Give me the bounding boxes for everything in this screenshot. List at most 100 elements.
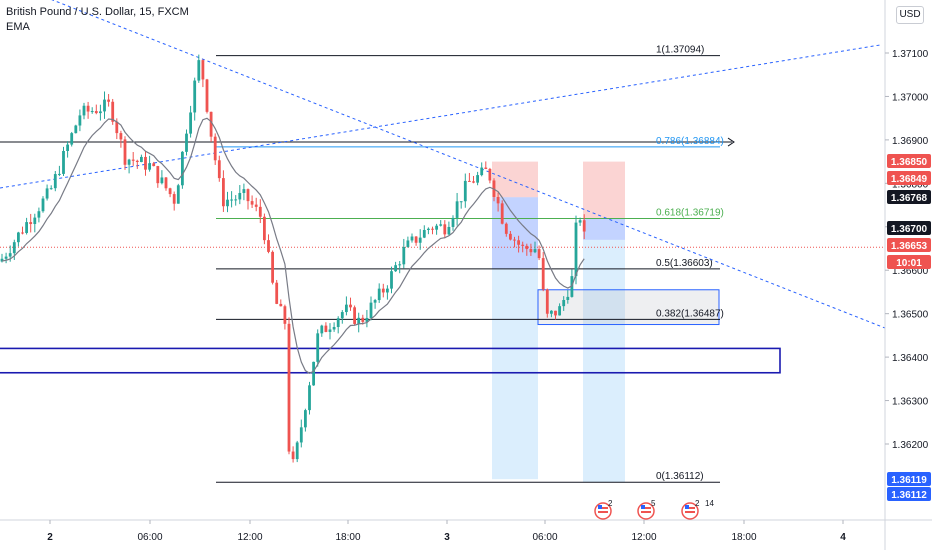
candle-body[interactable] xyxy=(381,288,385,293)
candle-body[interactable] xyxy=(373,300,377,303)
candle-body[interactable] xyxy=(185,133,188,152)
entry-zone[interactable] xyxy=(583,218,625,240)
us-flag-icon[interactable] xyxy=(594,502,612,520)
candle-body[interactable] xyxy=(62,150,65,174)
candle-body[interactable] xyxy=(287,323,291,452)
candle-body[interactable] xyxy=(488,168,492,181)
candle-body[interactable] xyxy=(369,302,373,318)
candle-body[interactable] xyxy=(427,228,430,230)
candle-body[interactable] xyxy=(353,307,356,324)
candle-body[interactable] xyxy=(451,217,455,227)
candle-body[interactable] xyxy=(308,385,311,411)
candle-body[interactable] xyxy=(566,296,570,300)
candle-body[interactable] xyxy=(29,222,33,225)
candle-body[interactable] xyxy=(25,222,28,233)
candle-body[interactable] xyxy=(242,189,246,193)
candle-body[interactable] xyxy=(131,159,135,161)
entry-zone[interactable] xyxy=(492,197,538,269)
candle-body[interactable] xyxy=(70,133,74,145)
candle-body[interactable] xyxy=(295,442,299,460)
candle-body[interactable] xyxy=(164,177,168,189)
candle-body[interactable] xyxy=(168,188,172,195)
candle-body[interactable] xyxy=(258,206,262,217)
candle-body[interactable] xyxy=(304,410,307,428)
candle-body[interactable] xyxy=(205,79,209,112)
candle-body[interactable] xyxy=(496,196,500,204)
candle-body[interactable] xyxy=(574,222,578,277)
candle-body[interactable] xyxy=(263,216,266,241)
candle-body[interactable] xyxy=(529,249,533,253)
ema-line[interactable] xyxy=(1,117,585,375)
trend-line-falling[interactable] xyxy=(40,0,886,329)
candle-body[interactable] xyxy=(140,156,143,163)
candle-body[interactable] xyxy=(299,427,303,443)
candle-body[interactable] xyxy=(390,271,393,289)
candle-body[interactable] xyxy=(332,327,336,330)
candle-body[interactable] xyxy=(119,133,123,140)
candle-body[interactable] xyxy=(144,156,147,170)
candle-body[interactable] xyxy=(541,258,545,290)
candle-body[interactable] xyxy=(222,178,225,207)
candle-body[interactable] xyxy=(33,217,37,225)
candle-body[interactable] xyxy=(230,199,233,201)
candle-body[interactable] xyxy=(554,310,557,316)
candle-body[interactable] xyxy=(394,265,397,272)
candle-body[interactable] xyxy=(533,249,537,253)
candle-body[interactable] xyxy=(558,306,561,316)
candle-body[interactable] xyxy=(472,181,475,183)
candle-body[interactable] xyxy=(320,325,324,334)
candle-body[interactable] xyxy=(115,121,119,134)
candle-body[interactable] xyxy=(148,163,151,170)
candle-body[interactable] xyxy=(312,361,315,386)
candle-body[interactable] xyxy=(418,237,422,243)
candle-body[interactable] xyxy=(160,177,164,184)
candle-body[interactable] xyxy=(94,111,98,114)
candle-body[interactable] xyxy=(21,232,24,234)
trend-line-rising[interactable] xyxy=(0,44,881,189)
candle-body[interactable] xyxy=(135,160,139,163)
candle-body[interactable] xyxy=(107,99,110,102)
candle-body[interactable] xyxy=(246,189,250,202)
candle-body[interactable] xyxy=(361,317,365,322)
candle-body[interactable] xyxy=(316,333,320,362)
candle-body[interactable] xyxy=(447,226,451,235)
candle-body[interactable] xyxy=(582,220,586,232)
candle-body[interactable] xyxy=(0,258,4,262)
candle-body[interactable] xyxy=(267,240,270,252)
candle-body[interactable] xyxy=(500,203,504,224)
candle-body[interactable] xyxy=(480,167,484,176)
stop-loss-zone[interactable] xyxy=(583,161,625,219)
candle-body[interactable] xyxy=(468,180,471,182)
candle-body[interactable] xyxy=(443,224,447,235)
candle-body[interactable] xyxy=(193,80,197,113)
candle-body[interactable] xyxy=(86,105,90,112)
candle-body[interactable] xyxy=(41,198,45,212)
candle-body[interactable] xyxy=(201,60,205,80)
candle-body[interactable] xyxy=(578,220,582,223)
candle-body[interactable] xyxy=(234,199,238,201)
candle-body[interactable] xyxy=(324,325,328,332)
candle-body[interactable] xyxy=(402,246,406,265)
candle-body[interactable] xyxy=(66,144,69,151)
candle-body[interactable] xyxy=(463,180,467,202)
candle-body[interactable] xyxy=(504,223,508,234)
stop-loss-zone[interactable] xyxy=(492,161,538,198)
candle-body[interactable] xyxy=(209,111,213,137)
candle-body[interactable] xyxy=(521,244,525,246)
candle-body[interactable] xyxy=(340,312,344,319)
candle-body[interactable] xyxy=(431,228,434,230)
candle-body[interactable] xyxy=(172,194,176,204)
candle-body[interactable] xyxy=(562,299,566,307)
candle-body[interactable] xyxy=(291,451,295,460)
candle-body[interactable] xyxy=(213,136,217,161)
candle-body[interactable] xyxy=(377,288,381,301)
candle-body[interactable] xyxy=(82,105,86,116)
candle-body[interactable] xyxy=(398,264,402,266)
candle-body[interactable] xyxy=(545,289,549,314)
candle-body[interactable] xyxy=(238,192,242,200)
candle-body[interactable] xyxy=(283,306,287,324)
candle-body[interactable] xyxy=(550,310,553,314)
candle-body[interactable] xyxy=(271,251,274,283)
candle-body[interactable] xyxy=(17,232,20,243)
us-flag-icon[interactable] xyxy=(681,502,699,520)
